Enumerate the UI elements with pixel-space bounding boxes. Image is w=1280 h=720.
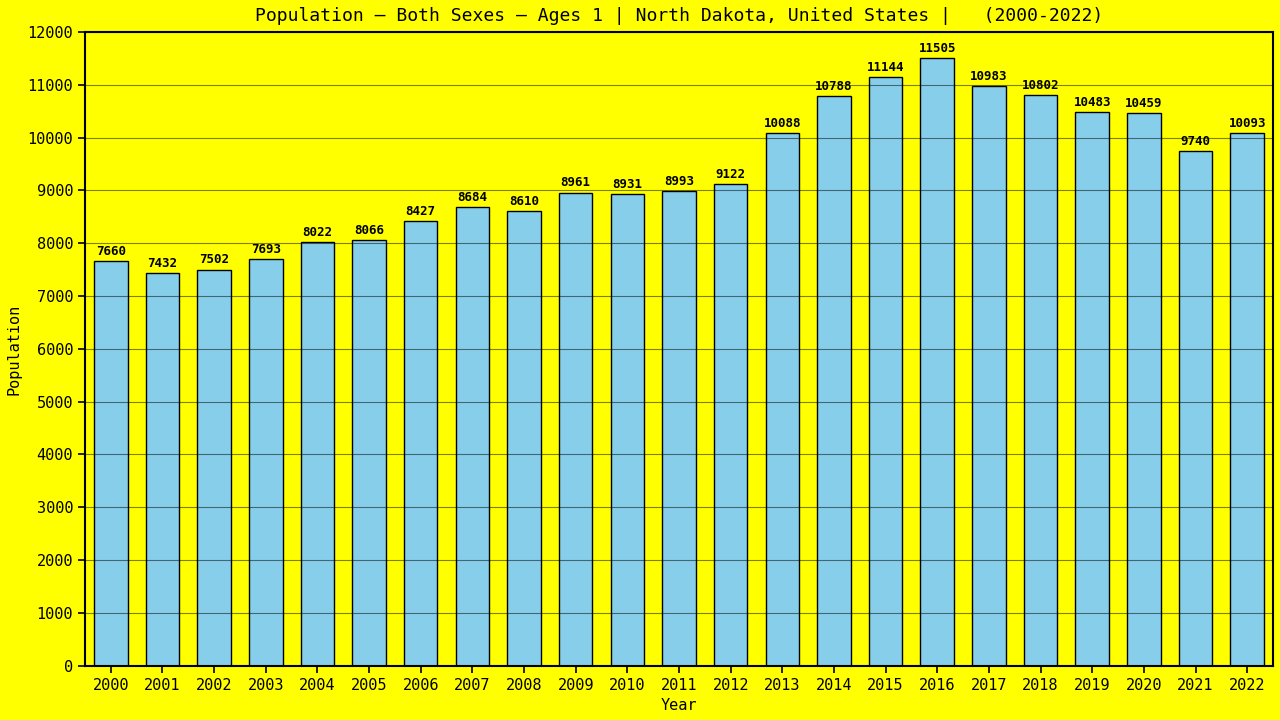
Bar [507,211,541,666]
Title: Population – Both Sexes – Ages 1 | North Dakota, United States |   (2000-2022): Population – Both Sexes – Ages 1 | North… [255,7,1103,25]
Bar [817,96,851,666]
Text: 7660: 7660 [96,245,125,258]
Bar [1128,114,1161,666]
Bar [1230,132,1265,666]
Bar [146,274,179,666]
Bar [404,221,438,666]
Text: 9122: 9122 [716,168,746,181]
Text: 9740: 9740 [1180,135,1211,148]
Bar [1024,95,1057,666]
Text: 7502: 7502 [200,253,229,266]
Bar [920,58,954,666]
Text: 8610: 8610 [509,195,539,208]
Text: 8427: 8427 [406,204,435,217]
Text: 10093: 10093 [1229,117,1266,130]
Text: 7693: 7693 [251,243,280,256]
Bar [456,207,489,666]
Text: 8961: 8961 [561,176,590,189]
Bar [765,133,799,666]
Text: 10788: 10788 [815,80,852,93]
Bar [352,240,385,666]
Text: 8066: 8066 [355,224,384,237]
Text: 10802: 10802 [1021,79,1060,92]
Bar [972,86,1006,666]
Text: 10088: 10088 [764,117,801,130]
Text: 8022: 8022 [302,226,333,239]
X-axis label: Year: Year [660,698,698,713]
Bar [611,194,644,666]
Text: 8931: 8931 [612,178,643,191]
Text: 10983: 10983 [970,70,1007,83]
Bar [248,259,283,666]
Bar [559,192,593,666]
Bar [662,191,696,666]
Bar [714,184,748,666]
Text: 8684: 8684 [457,191,488,204]
Bar [1179,151,1212,666]
Text: 10459: 10459 [1125,97,1162,110]
Text: 7432: 7432 [147,257,178,270]
Text: 8993: 8993 [664,175,694,188]
Bar [197,269,230,666]
Text: 11505: 11505 [919,42,956,55]
Bar [301,242,334,666]
Bar [1075,112,1108,666]
Y-axis label: Population: Population [6,303,22,395]
Bar [869,77,902,666]
Bar [93,261,128,666]
Text: 10483: 10483 [1074,96,1111,109]
Text: 11144: 11144 [867,61,905,74]
